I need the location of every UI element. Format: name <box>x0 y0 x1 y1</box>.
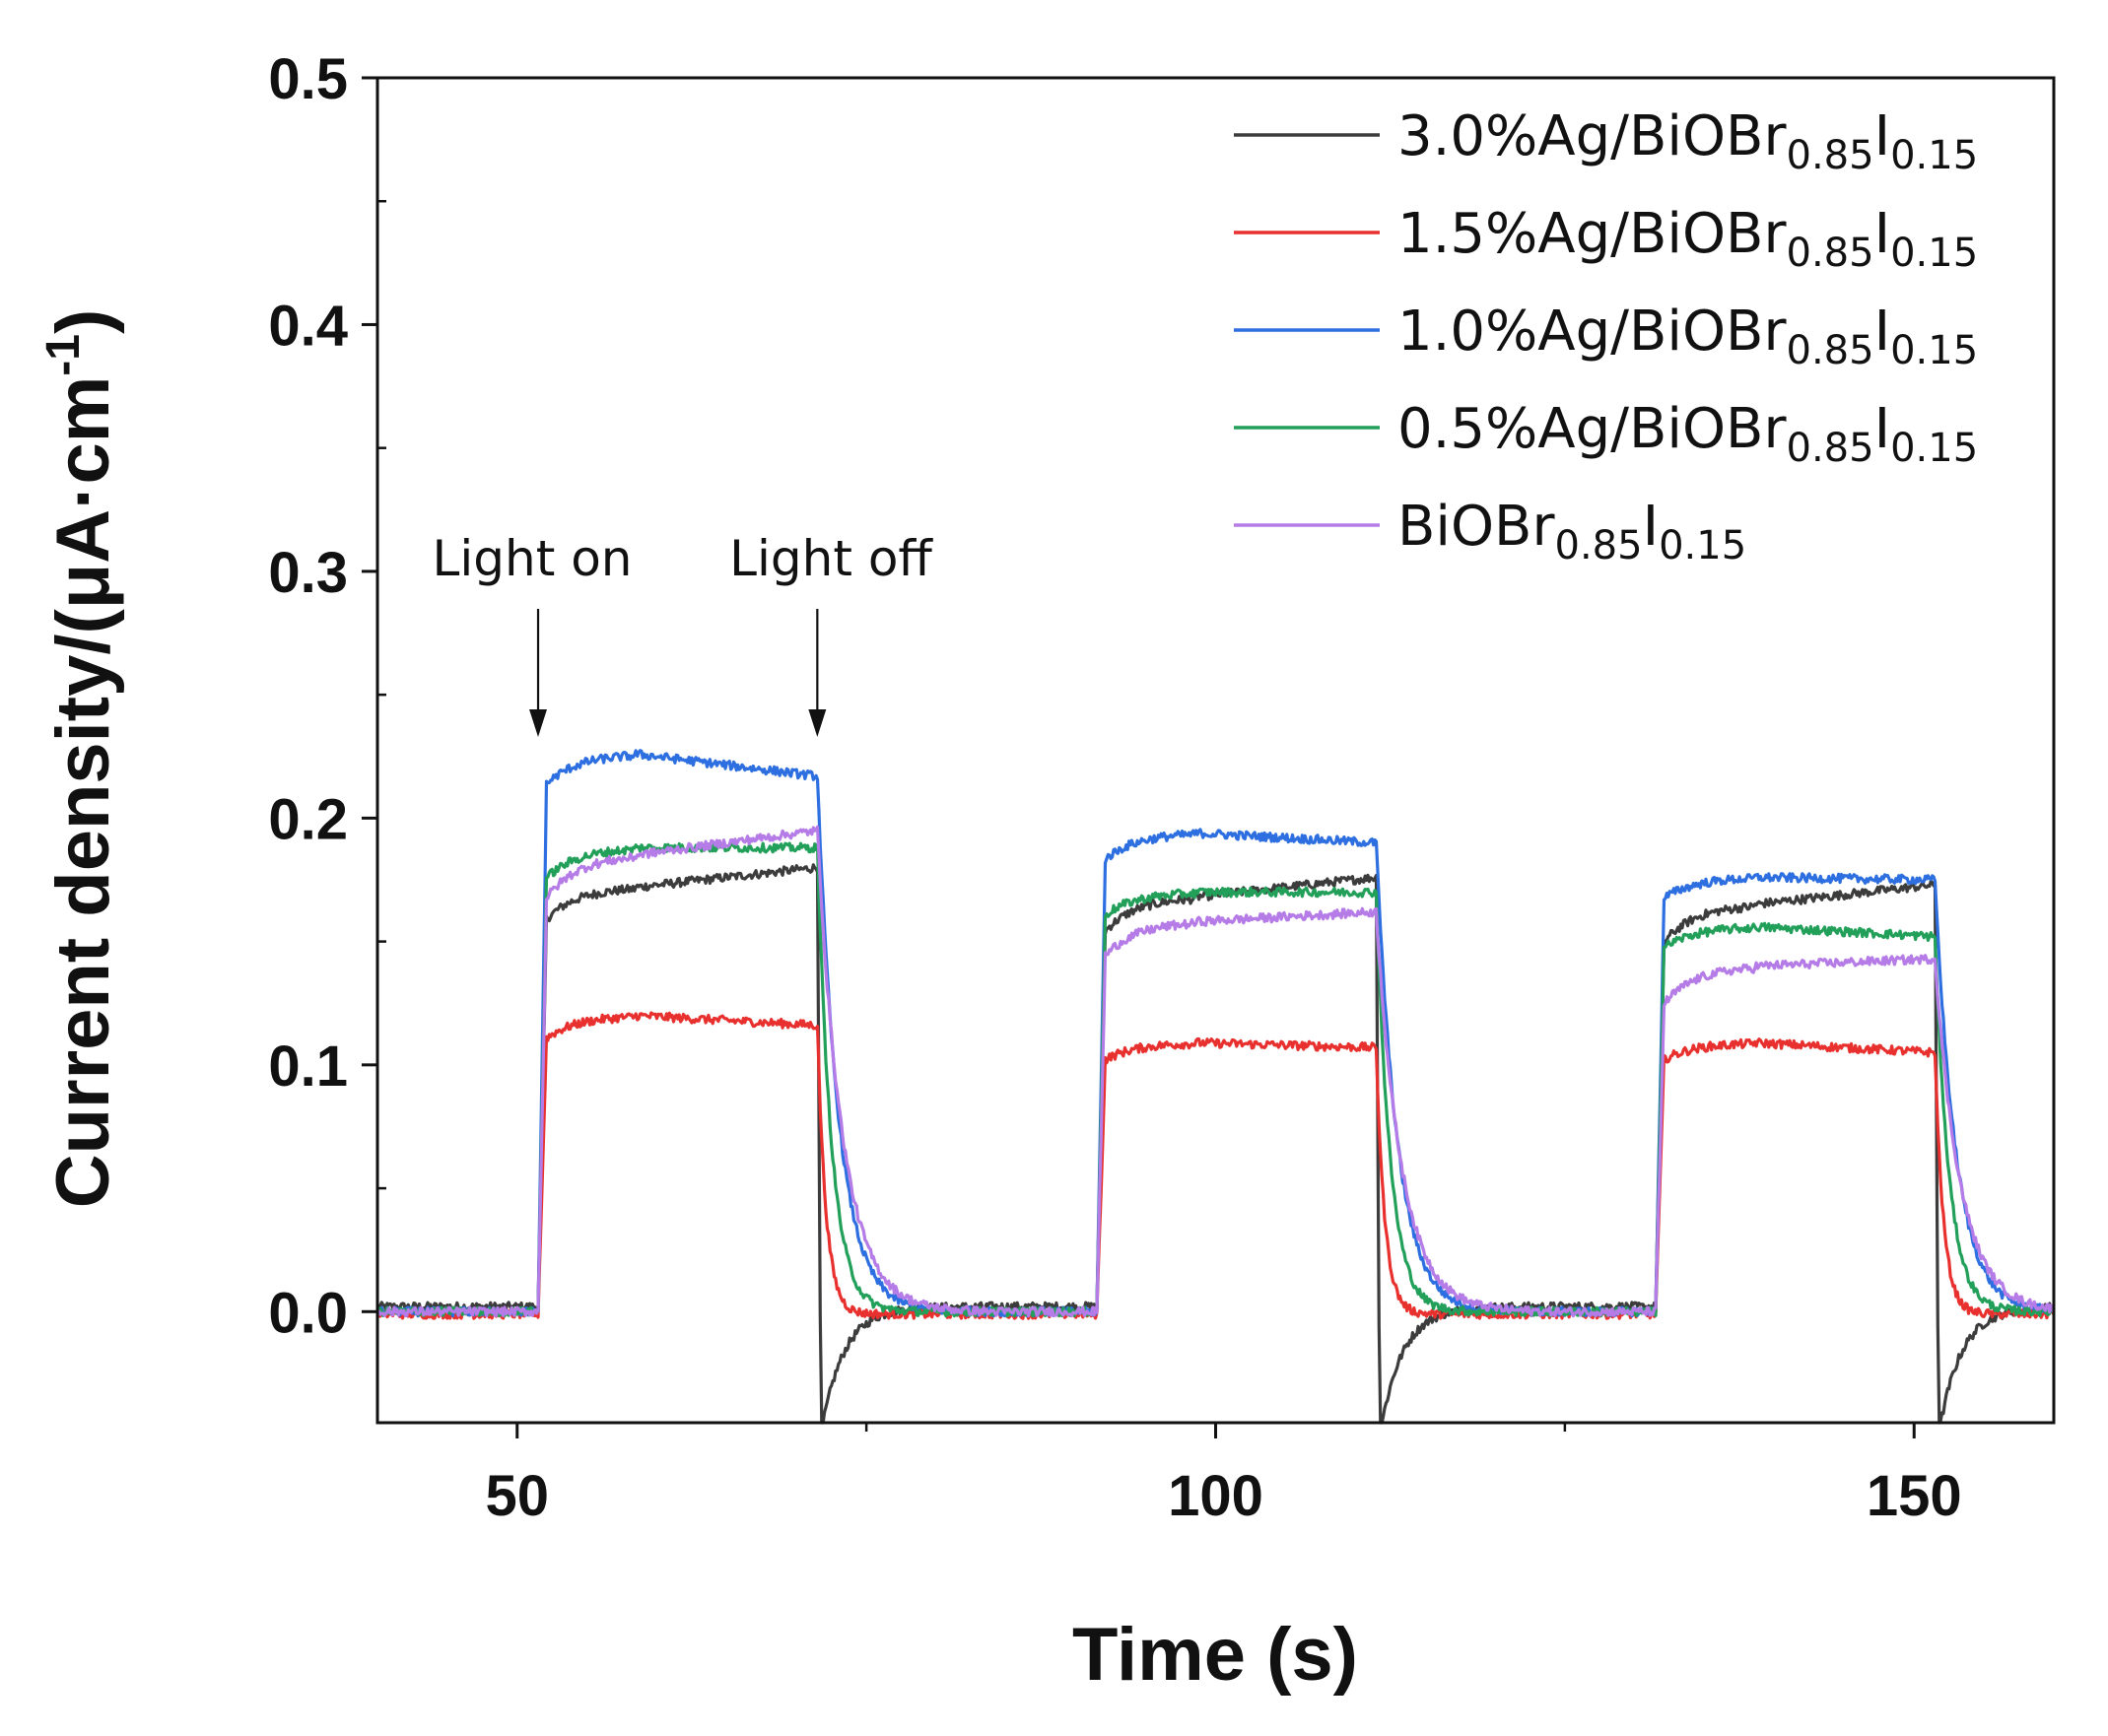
y-axis-title-close: ) <box>41 309 125 334</box>
x-axis-title: Time (s) <box>1072 1613 1358 1697</box>
legend-label-2: 1.0%Ag/BiOBr0.85I0.15 <box>1397 300 1978 373</box>
legend-label-part: 0.85 <box>1787 426 1874 471</box>
legend-label-0: 3.0%Ag/BiOBr0.85I0.15 <box>1397 104 1978 178</box>
legend-label-part: 0.15 <box>1890 426 1978 471</box>
legend-label-part: 0.5%Ag/BiOBr <box>1397 397 1787 461</box>
legend-label-3: 0.5%Ag/BiOBr0.85I0.15 <box>1397 397 1978 471</box>
legend-label-part: 0.15 <box>1659 523 1746 568</box>
x-tick-label-2: 150 <box>1867 1464 1962 1528</box>
series-line-3 <box>375 841 2056 1318</box>
legend-label-part: I <box>1874 104 1891 168</box>
legend-label-part: 1.5%Ag/BiOBr <box>1397 202 1787 266</box>
legend-label-1: 1.5%Ag/BiOBr0.85I0.15 <box>1397 202 1978 276</box>
y-tick-label-0: 0.0 <box>268 1281 348 1345</box>
annotation-arrowhead-1 <box>808 709 827 737</box>
plot-frame <box>375 76 2056 1425</box>
y-tick-label-5: 0.5 <box>268 47 348 111</box>
annotation-layer: Light on Light off <box>433 530 933 737</box>
legend-label-part: 3.0%Ag/BiOBr <box>1397 104 1787 168</box>
x-tick-label-0: 50 <box>485 1464 549 1528</box>
legend-label-part: 0.15 <box>1890 133 1978 178</box>
legend-label-part: I <box>1643 495 1660 559</box>
series-layer <box>375 749 2056 1425</box>
series-line-2 <box>375 749 2055 1318</box>
legend-label-part: 0.85 <box>1787 328 1874 373</box>
y-axis-title-superscript: -1 <box>37 334 90 376</box>
series-line-0 <box>375 863 2056 1425</box>
legend-label-part: BiOBr <box>1397 495 1555 559</box>
legend-label-part: I <box>1874 397 1891 461</box>
ticks-layer: 50 100 150 0.0 0.1 0.2 0.3 0.4 0.5 <box>268 47 1961 1528</box>
legend-label-part: I <box>1874 300 1891 364</box>
legend: 3.0%Ag/BiOBr0.85I0.151.5%Ag/BiOBr0.85I0.… <box>1234 104 1978 568</box>
y-tick-label-3: 0.3 <box>268 541 348 605</box>
legend-label-4: BiOBr0.85I0.15 <box>1397 495 1746 568</box>
y-axis-title-main: Current density/(μA·cm <box>41 376 125 1209</box>
legend-label-part: I <box>1874 202 1891 266</box>
y-tick-label-1: 0.1 <box>268 1035 348 1099</box>
annotation-arrowhead-0 <box>529 709 548 737</box>
y-tick-label-4: 0.4 <box>268 294 348 358</box>
legend-label-part: 0.15 <box>1890 328 1978 373</box>
annotation-label-1: Light off <box>729 530 933 587</box>
y-tick-label-2: 0.2 <box>268 787 348 851</box>
annotation-label-0: Light on <box>433 530 633 587</box>
legend-label-part: 0.85 <box>1787 231 1874 276</box>
x-tick-label-1: 100 <box>1168 1464 1263 1528</box>
legend-label-part: 0.85 <box>1787 133 1874 178</box>
y-axis-title: Current density/(μA·cm-1) <box>37 309 125 1209</box>
legend-label-part: 0.15 <box>1890 231 1978 276</box>
series-line-1 <box>375 1011 2056 1320</box>
legend-label-part: 0.85 <box>1555 523 1643 568</box>
legend-label-part: 1.0%Ag/BiOBr <box>1397 300 1787 364</box>
series-line-4 <box>375 825 2056 1318</box>
